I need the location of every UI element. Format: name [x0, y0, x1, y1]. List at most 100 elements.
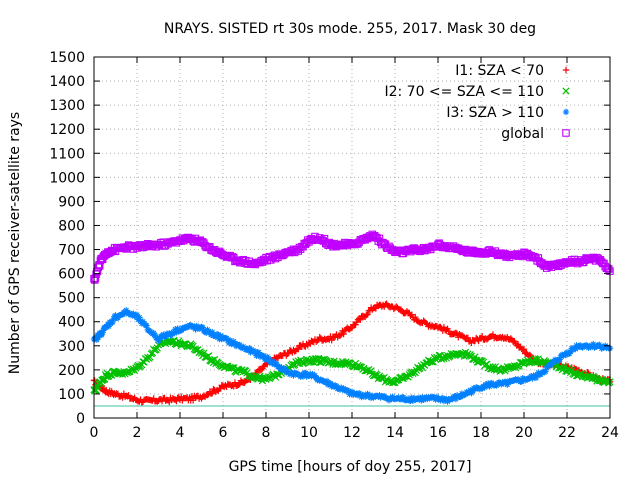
data-point [99, 328, 106, 336]
data-point [209, 328, 216, 336]
x-tick-label: 10 [300, 425, 318, 441]
data-point [357, 316, 364, 323]
data-point [468, 389, 475, 397]
data-point [433, 393, 441, 401]
legend-label: I1: SZA < 70 [455, 63, 544, 79]
data-point [281, 365, 289, 373]
data-point [523, 349, 530, 357]
chart-title: NRAYS. SISTED rt 30s mode. 255, 2017. Ma… [164, 21, 536, 37]
x-tick-label: 20 [515, 425, 533, 441]
legend-label: global [501, 126, 544, 142]
data-point [449, 395, 456, 403]
data-point [231, 340, 239, 347]
data-point [440, 324, 448, 331]
data-point [302, 369, 309, 377]
data-point [412, 313, 419, 321]
data-point [354, 392, 362, 399]
data-point [452, 395, 460, 403]
data-point [113, 390, 120, 397]
data-point [562, 351, 570, 358]
data-point [299, 373, 307, 380]
data-point [572, 345, 579, 353]
data-point [397, 306, 405, 313]
data-point [173, 397, 180, 405]
data-point [478, 385, 486, 392]
y-tick-label: 1400 [49, 74, 85, 90]
data-point [556, 356, 564, 363]
data-point [207, 331, 215, 338]
y-axis-label: Number of GPS receiver-satellite rays [7, 112, 23, 374]
data-point [154, 334, 161, 341]
data-point [418, 397, 425, 404]
data-point [225, 339, 233, 347]
x-tick-label: 24 [601, 425, 619, 441]
data-point [260, 352, 267, 360]
data-point [121, 309, 129, 317]
data-point [278, 364, 285, 371]
data-point [312, 374, 320, 382]
x-tick-label: 8 [262, 425, 271, 441]
data-point [136, 314, 143, 321]
data-point [241, 379, 248, 386]
data-point [502, 365, 510, 373]
plot-frame [93, 56, 611, 419]
data-point [323, 377, 331, 385]
legend-label: I2: 70 <= SZA <= 110 [384, 84, 544, 100]
data-point [303, 373, 310, 380]
data-point [486, 383, 493, 390]
data-point [150, 329, 157, 337]
data-point [105, 323, 113, 330]
axis-layer: 0 2 4 6 8 10 12 14 16 18 20 22 240100200300400500600… [49, 50, 619, 441]
data-point [357, 391, 364, 398]
data-point [336, 332, 344, 339]
legend-marker [562, 87, 570, 95]
data-point [519, 346, 527, 354]
data-point [316, 333, 323, 341]
data-point [273, 360, 280, 368]
data-point [409, 397, 417, 404]
data-point [172, 326, 179, 333]
data-point [567, 348, 574, 355]
x-tick-label: 16 [429, 425, 447, 441]
y-tick-label: 1200 [49, 122, 85, 138]
data-point [133, 311, 141, 318]
x-tick-label: 18 [472, 425, 490, 441]
data-point [465, 389, 473, 396]
data-point [109, 318, 116, 326]
data-point [590, 340, 597, 348]
data-point [123, 307, 130, 314]
x-tick-label: 0 [90, 425, 99, 441]
data-point [542, 368, 549, 375]
y-tick-label: 0 [76, 411, 85, 427]
data-point [597, 343, 604, 350]
y-tick-label: 1000 [49, 170, 85, 186]
data-point [191, 323, 198, 330]
data-point [532, 374, 540, 382]
data-point [217, 332, 224, 339]
data-point [469, 387, 476, 394]
data-point [364, 311, 371, 318]
x-tick-label: 14 [386, 425, 404, 441]
data-point [93, 336, 101, 343]
data-point [173, 329, 180, 336]
x-axis-label: GPS time [hours of doy 255, 2017] [229, 459, 472, 475]
data-point [160, 331, 167, 338]
data-point [445, 327, 452, 335]
series-4 [90, 230, 614, 284]
series-1 [90, 300, 614, 406]
y-tick-label: 1500 [49, 50, 85, 66]
y-tick-label: 300 [58, 339, 85, 355]
y-tick-label: 600 [58, 267, 85, 283]
data-point [162, 333, 169, 340]
data-point [247, 349, 254, 356]
legend-label: I3: SZA > 110 [446, 105, 544, 121]
data-point [560, 363, 569, 371]
x-tick-label: 22 [558, 425, 576, 441]
data-point [319, 356, 327, 364]
data-point [311, 372, 319, 379]
data-point [167, 331, 174, 339]
data-point [90, 276, 99, 284]
data-point [255, 349, 263, 356]
data-point [100, 327, 107, 334]
